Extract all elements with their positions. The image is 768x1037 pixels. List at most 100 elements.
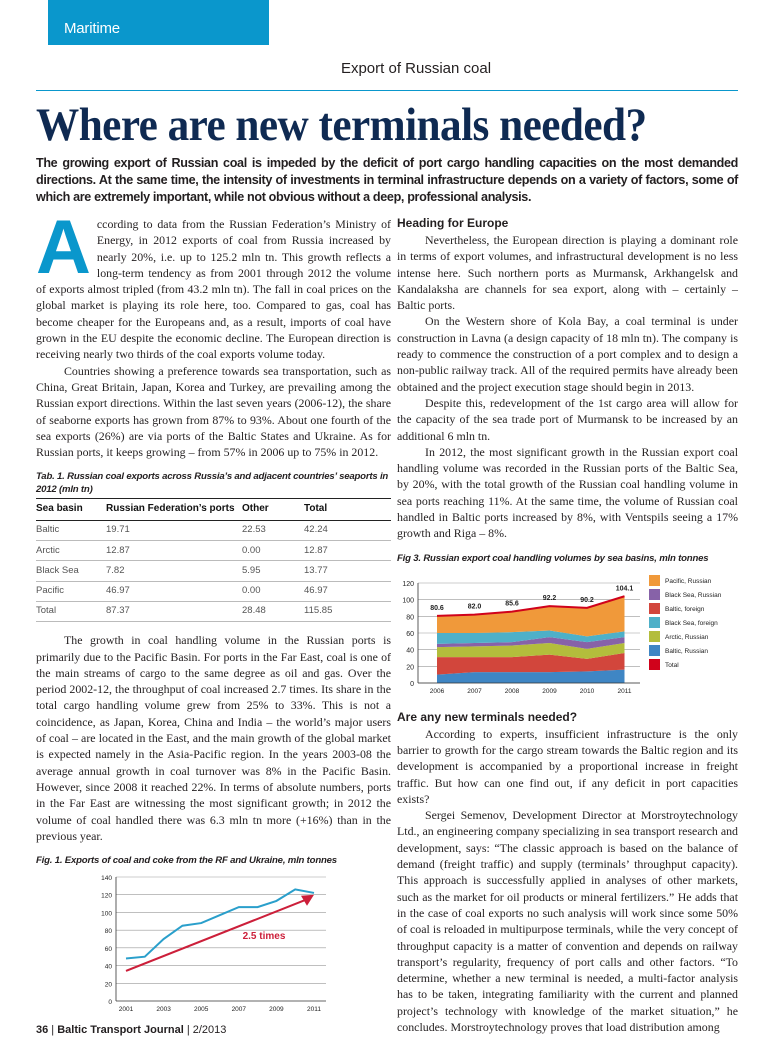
coal-exports-table: Sea basin Russian Federation’s ports Oth…	[36, 498, 391, 623]
legend-swatch	[649, 588, 660, 600]
data-label: 104.1	[616, 585, 634, 592]
x-tick-label: 2003	[156, 1006, 171, 1013]
paragraph: According to experts, insufficient infra…	[397, 726, 738, 806]
table-cell: 12.87	[106, 540, 242, 562]
area-baltic-russian	[437, 669, 625, 683]
fig3-caption: Fig 3. Russian export coal handling volu…	[397, 552, 709, 564]
x-tick-label: 2009	[542, 688, 557, 695]
data-label: 82.0	[468, 603, 482, 610]
x-tick-label: 2005	[194, 1006, 209, 1013]
table-1: Tab. 1. Russian coal exports across Russ…	[36, 470, 391, 623]
legend-swatch	[649, 658, 660, 670]
legend-label: Baltic, Russian	[665, 648, 708, 655]
col-header: Other	[242, 498, 304, 521]
paragraph: On the Western shore of Kola Bay, a coal…	[397, 314, 738, 394]
table-row: Baltic 19.71 22.53 42.24	[36, 520, 391, 542]
issue: 2/2013	[192, 1024, 227, 1037]
table-cell: 7.82	[106, 560, 242, 582]
y-tick-label: 80	[406, 614, 414, 621]
table-cell: 0.00	[242, 581, 304, 602]
legend-swatch	[649, 616, 660, 628]
right-column: Heading for Europe Nevertheless, the Eur…	[397, 216, 738, 1035]
arrow-head-icon	[301, 894, 314, 906]
legend-label: Arctic, Russian	[665, 634, 709, 641]
paragraph: The growth in coal handling volume in th…	[36, 633, 391, 843]
x-tick-label: 2001	[119, 1006, 134, 1013]
area-baltic-foreign	[437, 652, 625, 675]
col-header: Sea basin	[36, 498, 106, 521]
y-tick-label: 100	[101, 911, 112, 918]
area-black-sea-foreign	[437, 630, 625, 644]
table-cell: 28.48	[242, 601, 304, 623]
divider	[36, 90, 738, 91]
y-tick-label: 60	[406, 631, 414, 638]
legend-swatch	[649, 602, 660, 614]
y-tick-label: 60	[105, 946, 113, 953]
kicker: Export of Russian coal	[340, 60, 492, 77]
table-cell: 87.37	[106, 601, 242, 623]
area-black-sea-russian	[437, 636, 625, 649]
data-label: 90.2	[580, 596, 594, 603]
area-arctic-russian	[437, 642, 625, 659]
paragraph: Countries showing a preference towards s…	[36, 363, 391, 460]
page-number: 36	[36, 1024, 49, 1037]
table-cell: 5.95	[242, 560, 304, 582]
trend-arrow	[125, 898, 307, 972]
x-tick-label: 2007	[467, 688, 482, 695]
y-tick-label: 0	[108, 999, 112, 1006]
article-deck: The growing export of Russian coal is im…	[36, 156, 738, 204]
y-tick-label: 40	[406, 647, 414, 654]
table-cell: Pacific	[36, 581, 106, 602]
table-cell: 19.71	[106, 520, 242, 542]
table-row: Total 87.37 28.48 115.85	[36, 601, 391, 623]
data-label: 85.6	[505, 600, 519, 607]
table-cell: 46.97	[106, 581, 242, 602]
table-cell: 46.97	[304, 581, 391, 602]
y-tick-label: 80	[105, 928, 113, 935]
table-cell: 115.85	[304, 601, 391, 623]
y-tick-label: 120	[402, 581, 414, 588]
x-tick-label: 2006	[430, 688, 445, 695]
table-row: Black Sea 7.82 5.95 13.77	[36, 560, 391, 582]
col-header: Total	[304, 498, 391, 521]
table-cell: 13.77	[304, 560, 391, 582]
legend-label: Black Sea, foreign	[665, 620, 718, 627]
y-tick-label: 20	[105, 981, 113, 988]
page-footer: 36 | Baltic Transport Journal | 2/2013	[36, 1024, 227, 1037]
y-tick-label: 0	[410, 681, 414, 688]
fig3-area-chart: 0 20 40 60 80 100 120 80.6 82.0 85.6 92.2 90.2 104.1…	[402, 574, 722, 695]
table-cell: Baltic	[36, 520, 106, 542]
paragraph: Sergei Semenov, Development Director at …	[397, 808, 738, 1034]
table-cell: 22.53	[242, 520, 304, 542]
table-cell: Arctic	[36, 540, 106, 562]
x-tick-label: 2008	[505, 688, 520, 695]
article: Where are new terminals needed? The grow…	[36, 98, 738, 1037]
legend-label: Pacific, Russian	[665, 578, 712, 585]
paragraph: In 2012, the most significant growth in …	[397, 444, 738, 541]
table-cell: 0.00	[242, 540, 304, 562]
y-tick-label: 120	[101, 893, 112, 900]
paragraph-text: ccording to data from the Russian Federa…	[36, 217, 391, 362]
legend-swatch	[649, 644, 660, 656]
y-tick-label: 40	[105, 964, 113, 971]
section-tab: Maritime	[48, 0, 269, 45]
fig1: Fig. 1. Exports of coal and coke from th…	[36, 854, 391, 1019]
legend-label: Baltic, foreign	[665, 606, 705, 613]
table-cell: 42.24	[304, 520, 391, 542]
data-label: 80.6	[430, 604, 444, 611]
col-header: Russian Federation’s ports	[106, 498, 242, 521]
legend-label: Black Sea, Russian	[665, 592, 722, 599]
legend-label: Total	[665, 662, 679, 669]
x-tick-label: 2011	[307, 1006, 321, 1013]
fig1-caption: Fig. 1. Exports of coal and coke from th…	[36, 855, 337, 867]
table-row: Pacific 46.97 0.00 46.97	[36, 581, 391, 602]
x-tick-label: 2009	[269, 1006, 284, 1013]
data-label: 92.2	[543, 595, 557, 602]
table-cell: Black Sea	[36, 560, 106, 582]
trend-label: 2.5 times	[243, 931, 286, 942]
y-tick-label: 140	[101, 875, 112, 882]
legend-swatch	[649, 574, 660, 586]
y-tick-label: 20	[406, 664, 414, 671]
